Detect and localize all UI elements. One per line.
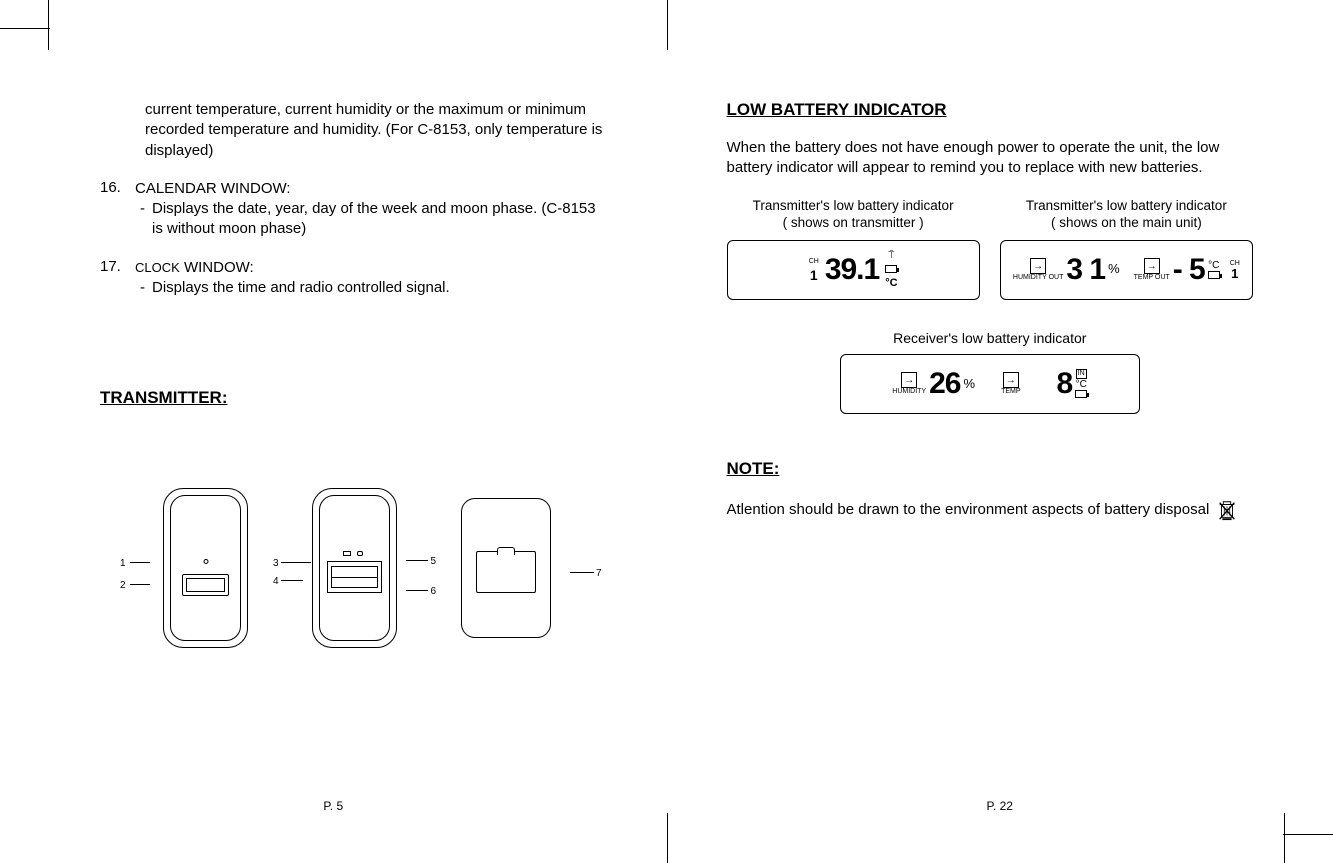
transmitter-back-open [312,488,397,648]
trend-icon: → [1003,372,1019,388]
transmitter-front [163,488,248,648]
callout-2: 2 [120,580,126,591]
receiver-label: Receiver's low battery indicator [727,330,1254,346]
receiver-block: Receiver's low battery indicator → HUMID… [727,330,1254,414]
continued-paragraph: current temperature, current humidity or… [145,100,607,161]
indicator-columns: Transmitter's low battery indicator ( sh… [727,197,1254,300]
lcd-transmitter: CH 1 39.1 ⍑ °C [727,240,980,300]
dash: - [140,278,152,298]
callout-5: 5 [430,556,436,567]
trend-icon: → [1144,258,1160,274]
lcd-main-unit: → HUMIDITY OUT 3 1 % → TEMP OUT - 5 [1000,240,1253,300]
page-number-left: P. 5 [323,799,343,813]
note-text: Atlention should be drawn to the environ… [727,497,1254,523]
low-battery-paragraph: When the battery does not have enough po… [727,138,1254,179]
battery-low-icon [1075,390,1087,398]
callout-3: 3 [273,558,279,569]
callout-1: 1 [120,558,126,569]
col2-line2: ( shows on the main unit) [1000,214,1253,232]
transmitter-back-cover [461,498,551,638]
callout-7: 7 [596,568,602,579]
callout-6: 6 [430,586,436,597]
page-right: LOW BATTERY INDICATOR When the battery d… [667,0,1333,863]
item-16: 16. CALENDAR WINDOW: - Displays the date… [100,179,607,240]
battery-low-icon [885,265,897,273]
indicator-col-1: Transmitter's low battery indicator ( sh… [727,197,980,300]
transmitter-diagram: 1 2 3 4 [120,488,607,648]
crossed-bin-icon [1217,499,1237,521]
page-number-right: P. 22 [987,799,1013,813]
battery-low-icon [1208,271,1220,279]
indicator-col-2: Transmitter's low battery indicator ( sh… [1000,197,1253,300]
transmitter-header: TRANSMITTER: [100,388,607,408]
item-17-sub: Displays the time and radio controlled s… [152,278,450,298]
dash: - [140,199,152,240]
note-header: NOTE: [727,459,1254,479]
lcd-receiver: → HUMIDITY 26 % → TEMP 8 IN °C [840,354,1140,414]
page-spread: current temperature, current humidity or… [0,0,1333,863]
callout-4: 4 [273,576,279,587]
page-left: current temperature, current humidity or… [0,0,667,863]
note-section: NOTE: Atlention should be drawn to the e… [727,459,1254,523]
item-17-number: 17. [100,258,135,299]
item-17: 17. CLOCK WINDOW: - Displays the time an… [100,258,607,299]
col1-line2: ( shows on transmitter ) [727,214,980,232]
trend-icon: → [1030,258,1046,274]
trend-icon: → [901,372,917,388]
col2-line1: Transmitter's low battery indicator [1000,197,1253,215]
item-16-sub: Displays the date, year, day of the week… [152,199,607,240]
low-battery-header: LOW BATTERY INDICATOR [727,100,1254,120]
col1-line1: Transmitter's low battery indicator [727,197,980,215]
item-16-number: 16. [100,179,135,240]
lcd1-value: 39.1 [825,250,879,289]
item-17-title: CLOCK WINDOW: [135,258,450,278]
item-16-title: CALENDAR WINDOW: [135,179,607,199]
